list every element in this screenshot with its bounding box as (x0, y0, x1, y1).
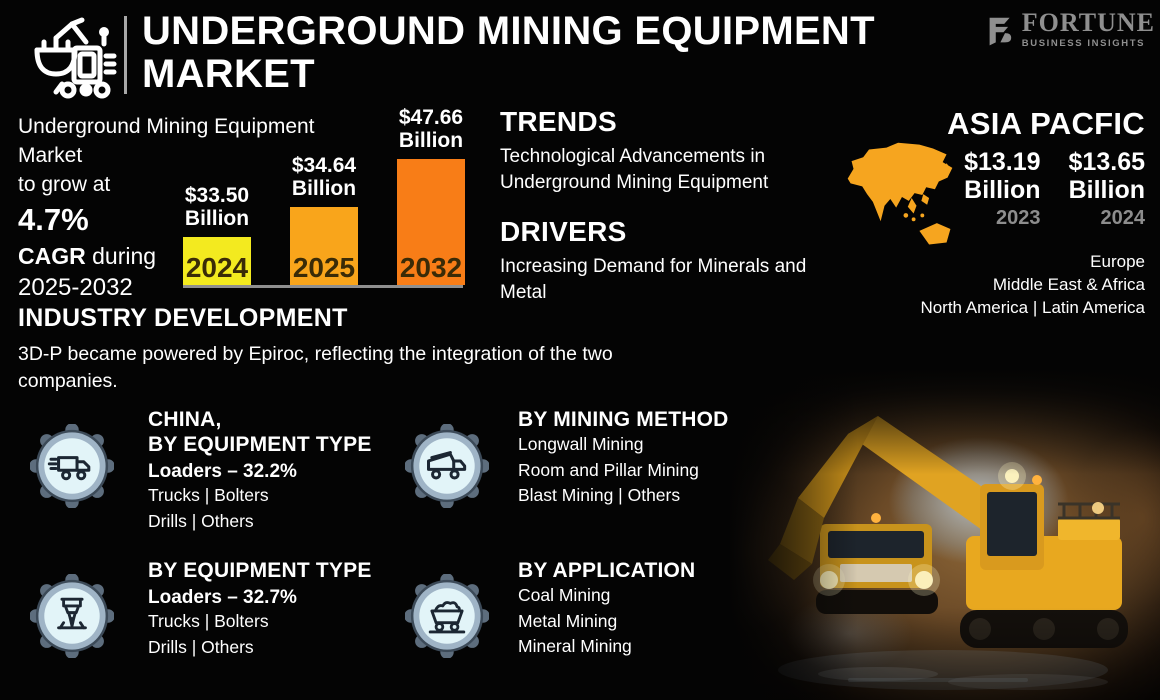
market-size-bar-chart: $33.50 Billion 2024 $34.64 Billion 2025 … (183, 105, 465, 285)
segment-line: Coal Mining (518, 585, 611, 605)
bar-value: $47.66 (398, 106, 464, 129)
segment-title: BY MINING METHOD (518, 408, 729, 431)
segment-highlight: Loaders – 32.2% (148, 461, 297, 482)
summary-line: Market (18, 144, 83, 167)
drivers-block: DRIVERS Increasing Demand for Minerals a… (500, 216, 830, 306)
mine-cart-icon (405, 574, 489, 658)
haul-truck-icon (405, 424, 489, 508)
stat-value: $13.65 (1068, 148, 1145, 176)
segment-line: Longwall Mining (518, 434, 644, 454)
logo-brand-text: FORTUNE (1021, 8, 1155, 37)
bar-value: $34.64 (291, 154, 357, 177)
region-item: North America | Latin America (920, 298, 1145, 317)
asia-pacific-map (847, 142, 953, 245)
bar-2032: 2032 (397, 159, 465, 285)
segment-mining-method: BY MINING METHOD Longwall Mining Room an… (518, 407, 878, 509)
industry-development-block: INDUSTRY DEVELOPMENT 3D-P became powered… (18, 304, 618, 395)
stat-unit: Billion (964, 176, 1041, 204)
cagr-rest: during (85, 243, 157, 269)
segment-title: CHINA, BY EQUIPMENT TYPE (148, 408, 372, 456)
region-item: Europe (1090, 252, 1145, 271)
segment-line: Room and Pillar Mining (518, 459, 699, 480)
drivers-body: Increasing Demand for Minerals and Metal (500, 256, 807, 303)
stat-year: 2024 (1100, 207, 1146, 229)
page-title-line2: MARKET (142, 52, 315, 96)
logo-tagline-text: BUSINESS INSIGHTS (1021, 38, 1146, 49)
segment-line: Trucks | Bolters (148, 485, 269, 505)
bar-unit: Billion (398, 129, 464, 152)
stat-2023: $13.19 Billion 2023 (964, 148, 1040, 230)
page-title: UNDERGROUND MINING EQUIPMENT MARKET (142, 10, 875, 96)
bar-group-2032: $47.66 Billion 2032 (397, 106, 465, 285)
market-summary: Underground Mining Equipment Market to g… (18, 112, 348, 303)
asia-pacific-block: ASIA PACFIC $13.19 Billion 2023 $13.65 B… (815, 106, 1145, 319)
segment-title: BY EQUIPMENT TYPE (148, 559, 372, 582)
segment-line: Blast Mining | Others (518, 485, 681, 505)
truck-icon (30, 424, 114, 508)
trends-body: Technological Advancements in Undergroun… (500, 146, 769, 193)
segment-highlight: Loaders – 32.7% (148, 587, 297, 608)
region-stats: $13.19 Billion 2023 $13.65 Billion 2024 (815, 148, 1145, 230)
bar-value-label: $33.50 Billion (185, 184, 249, 230)
mining-machine-icon (34, 17, 117, 99)
drill-icon (30, 574, 114, 658)
trends-block: TRENDS Technological Advancements in Und… (500, 106, 830, 196)
bar-2025: 2025 (290, 207, 358, 285)
drivers-heading: DRIVERS (500, 216, 627, 247)
bar-year-label: 2032 (399, 252, 463, 283)
bar-unit: Billion (184, 207, 250, 230)
bar-value-label: $47.66 Billion (399, 106, 463, 152)
stat-2024: $13.65 Billion 2024 (1069, 148, 1145, 230)
bar-group-2025: $34.64 Billion 2025 (290, 154, 358, 285)
segment-line: Mineral Mining (518, 636, 632, 656)
segment-title: BY APPLICATION (518, 559, 696, 582)
bar-unit: Billion (291, 177, 357, 200)
bar-year-label: 2024 (185, 252, 249, 283)
segment-line: Drills | Others (148, 510, 254, 531)
bar-value-label: $34.64 Billion (292, 154, 356, 200)
other-regions-list: Europe Middle East & Africa North Americ… (815, 250, 1145, 319)
fortune-monogram-icon (989, 17, 1012, 46)
segment-china-equipment-type: CHINA, BY EQUIPMENT TYPE Loaders – 32.2%… (148, 407, 508, 534)
stat-value: $13.19 (964, 148, 1041, 176)
industry-development-body: 3D-P became powered by Epiroc, reflectin… (18, 343, 613, 392)
fortune-business-insights-logo: FORTUNE BUSINESS INSIGHTS (985, 10, 1155, 50)
segment-application: BY APPLICATION Coal Mining Metal Mining … (518, 558, 878, 660)
region-heading: ASIA PACFIC (947, 106, 1145, 141)
cagr-value: 4.7% (18, 202, 89, 237)
trends-heading: TRENDS (500, 106, 617, 137)
forecast-period: 2025-2032 (18, 274, 133, 301)
region-item: Middle East & Africa (992, 275, 1145, 294)
summary-line: to grow at (18, 173, 111, 196)
segment-line: Metal Mining (518, 610, 618, 631)
industry-development-heading: INDUSTRY DEVELOPMENT (18, 304, 348, 332)
header-divider (124, 16, 127, 94)
bar-value: $33.50 (184, 184, 250, 207)
page-title-line1: UNDERGROUND MINING EQUIPMENT (142, 9, 875, 53)
chart-baseline (183, 285, 463, 288)
segment-line: Trucks | Bolters (148, 611, 269, 631)
bar-group-2024: $33.50 Billion 2024 (183, 184, 251, 285)
bar-2024: 2024 (183, 237, 251, 285)
stat-year: 2023 (996, 207, 1041, 229)
summary-line: Underground Mining Equipment (18, 115, 315, 138)
stat-unit: Billion (1068, 176, 1145, 204)
cagr-line: CAGR during (18, 241, 348, 272)
bar-year-label: 2025 (292, 252, 356, 283)
cagr-word: CAGR (18, 243, 86, 269)
segment-line: Drills | Others (148, 636, 254, 657)
segment-equipment-type: BY EQUIPMENT TYPE Loaders – 32.7% Trucks… (148, 558, 508, 660)
